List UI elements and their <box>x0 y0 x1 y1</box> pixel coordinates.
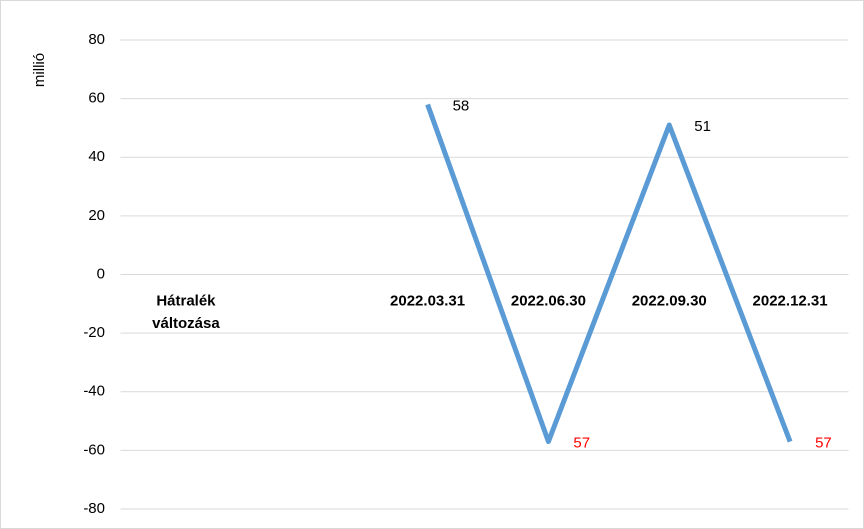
y-tick-label: -80 <box>83 500 105 517</box>
data-label: 58 <box>453 97 470 114</box>
x-tick-label: 2022.12.31 <box>753 292 828 309</box>
x-tick-label: 2022.06.30 <box>511 292 586 309</box>
x-tick-label: 2022.03.31 <box>390 292 465 309</box>
data-label: 57 <box>815 435 832 452</box>
y-tick-label: -40 <box>83 383 105 400</box>
y-tick-label: 60 <box>88 90 105 107</box>
data-label: 51 <box>694 118 711 135</box>
data-label: 57 <box>573 435 590 452</box>
y-tick-label: 20 <box>88 207 105 224</box>
y-tick-label: 0 <box>97 265 105 282</box>
x-tick-label: 2022.09.30 <box>632 292 707 309</box>
y-tick-label: -20 <box>83 324 105 341</box>
y-tick-label: 80 <box>88 31 105 48</box>
y-axis-title: millió <box>31 53 48 87</box>
y-tick-label: -60 <box>83 441 105 458</box>
y-tick-label: 40 <box>88 148 105 165</box>
x-tick-label: Hátralék változása <box>152 292 220 332</box>
series-line <box>425 103 793 445</box>
